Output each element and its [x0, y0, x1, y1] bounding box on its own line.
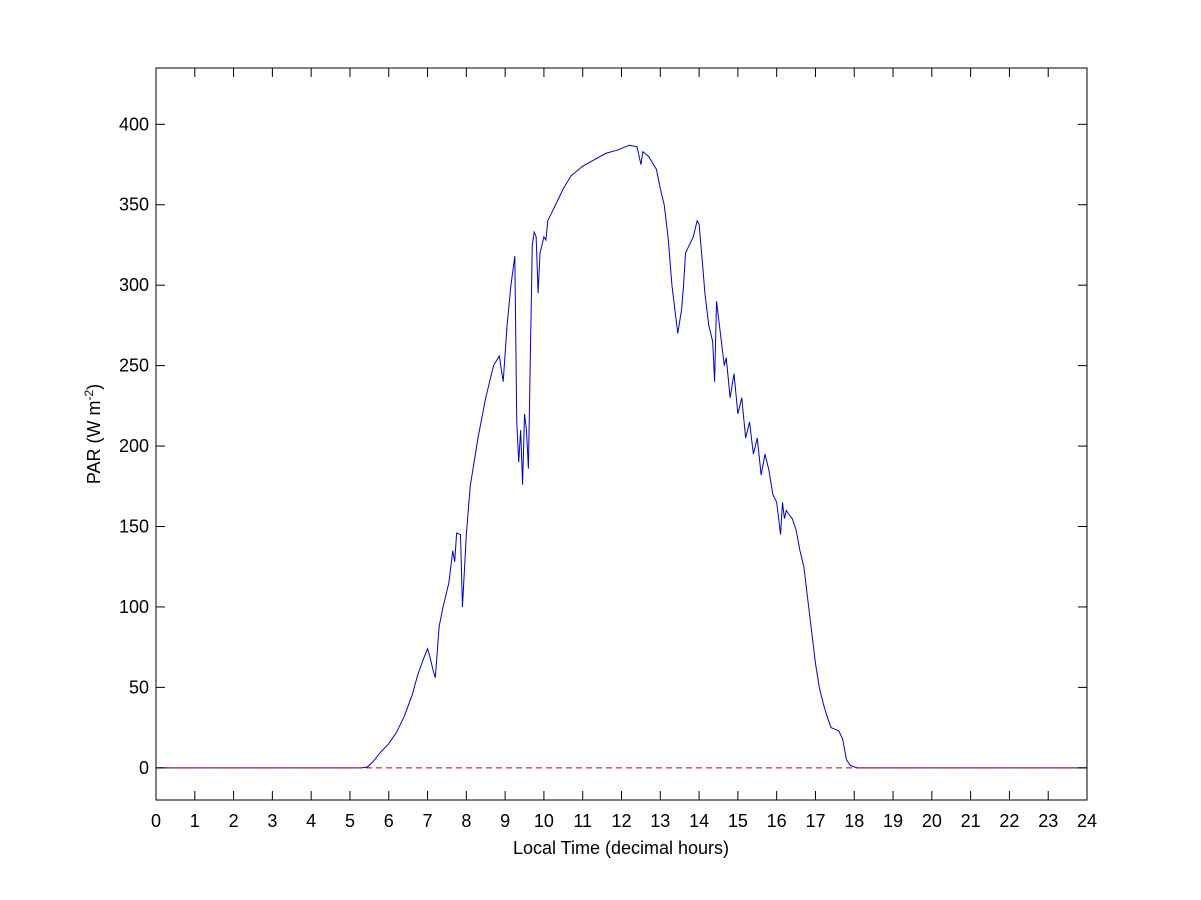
x-tick-label: 17	[805, 811, 825, 831]
plot-area	[156, 68, 1087, 800]
y-axis-label-suffix: )	[84, 384, 104, 390]
x-tick-label: 15	[728, 811, 748, 831]
x-tick-label: 0	[151, 811, 161, 831]
y-tick-label: 350	[119, 195, 149, 215]
x-tick-label: 10	[534, 811, 554, 831]
y-tick-label: 0	[139, 758, 149, 778]
x-tick-label: 1	[190, 811, 200, 831]
x-tick-label: 8	[461, 811, 471, 831]
y-tick-label: 100	[119, 597, 149, 617]
y-axis-label: PAR (W m-2)	[82, 384, 104, 484]
x-tick-label: 4	[306, 811, 316, 831]
x-tick-label: 21	[961, 811, 981, 831]
x-tick-label: 24	[1077, 811, 1097, 831]
x-axis-label: Local Time (decimal hours)	[513, 838, 729, 858]
y-tick-label: 50	[129, 677, 149, 697]
x-tick-label: 18	[844, 811, 864, 831]
x-tick-label: 14	[689, 811, 709, 831]
x-tick-label: 9	[500, 811, 510, 831]
x-tick-label: 20	[922, 811, 942, 831]
x-tick-label: 3	[267, 811, 277, 831]
series-line-0	[156, 144, 1087, 769]
y-axis-label-superscript: -2	[82, 390, 96, 401]
y-tick-label: 250	[119, 356, 149, 376]
x-tick-label: 12	[611, 811, 631, 831]
y-axis: 0 50 100 150 200 250 300 350 400	[119, 114, 1087, 778]
y-tick-label: 200	[119, 436, 149, 456]
y-axis-label-main: PAR (W m	[84, 401, 104, 485]
x-tick-label: 11	[573, 811, 592, 831]
x-tick-label: 23	[1038, 811, 1058, 831]
x-tick-label: 22	[999, 811, 1019, 831]
y-tick-label: 150	[119, 517, 149, 537]
x-axis: 0 1 2 3 4 5 6 7 8 9 10 11 12 13 14 15 16 17 18 19 20 21 22 23 24	[151, 68, 1097, 831]
series-layer	[156, 144, 1087, 769]
y-tick-label: 300	[119, 275, 149, 295]
y-tick-label: 400	[119, 114, 149, 134]
x-tick-label: 6	[384, 811, 394, 831]
x-tick-label: 13	[650, 811, 670, 831]
x-tick-label: 7	[423, 811, 433, 831]
x-tick-label: 5	[345, 811, 355, 831]
x-tick-label: 16	[767, 811, 787, 831]
x-tick-label: 2	[229, 811, 239, 831]
x-tick-label: 19	[883, 811, 903, 831]
